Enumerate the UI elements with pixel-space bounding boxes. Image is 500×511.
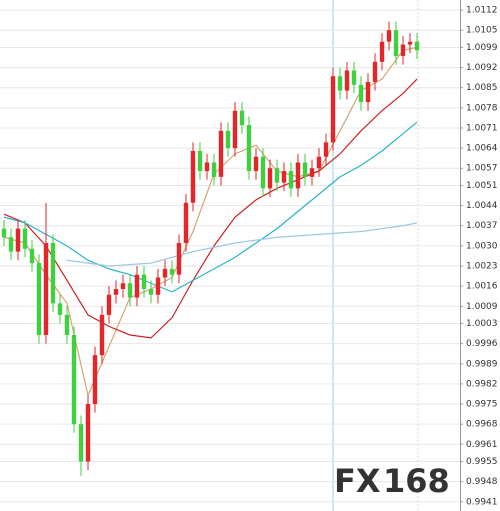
candle-body (288, 171, 294, 189)
candle-body (64, 314, 70, 336)
candle-body (1, 228, 7, 238)
y-tick-label: 0.9941 (466, 497, 498, 507)
candle-body (274, 168, 280, 183)
candle-body (386, 30, 392, 42)
candle-body (43, 242, 49, 336)
candle-body (267, 168, 273, 189)
y-tick-label: 1.0051 (466, 181, 498, 191)
candle-body (407, 41, 413, 45)
y-tick-label: 1.0092 (466, 63, 498, 73)
y-tick-label: 1.0064 (466, 144, 498, 154)
y-tick-label: 1.0030 (466, 241, 498, 251)
candle-body (169, 268, 175, 275)
candle-body (197, 150, 203, 172)
candle-body (309, 168, 315, 177)
candle-body (323, 142, 329, 157)
candle-body (351, 70, 357, 85)
moving-average (66, 222, 418, 267)
moving-average (3, 78, 418, 339)
candle-body (36, 263, 42, 336)
candle-body (78, 424, 84, 462)
y-tick-label: 1.0078 (466, 103, 498, 113)
y-tick-label: 1.0085 (466, 83, 498, 93)
y-tick-label: 1.0071 (466, 123, 498, 133)
y-tick-label: 1.0016 (466, 282, 498, 292)
candle-body (365, 81, 371, 103)
candle-body (302, 162, 308, 177)
y-tick-label: 0.9948 (466, 477, 498, 487)
y-tick-label: 1.0023 (466, 261, 498, 271)
candle-body (148, 289, 154, 295)
candle-body (414, 41, 420, 51)
y-tick-label: 0.9975 (466, 400, 498, 410)
candle-body (22, 228, 28, 249)
candle-body (92, 355, 98, 405)
candle-body (204, 162, 210, 172)
y-tick-label: 0.9982 (466, 379, 498, 389)
candle-body (253, 156, 259, 172)
candle-body (232, 110, 238, 149)
candle-body (218, 130, 224, 177)
y-tick-label: 0.9968 (466, 420, 498, 430)
candle-body (134, 274, 140, 298)
candle-body (330, 76, 336, 143)
candle-body (8, 237, 14, 252)
y-tick-label: 1.0044 (466, 201, 498, 211)
candle-body (176, 242, 182, 275)
y-tick-label: 0.9989 (466, 359, 498, 369)
candle-body (337, 76, 343, 91)
candle-body (50, 242, 56, 304)
candle-body (85, 404, 91, 462)
candle-body (99, 314, 105, 356)
candle-body (358, 84, 364, 103)
candle-body (162, 268, 168, 278)
candle-body (113, 289, 119, 295)
candle-body (225, 130, 231, 149)
candle-body (71, 335, 77, 425)
candle-body (246, 125, 252, 172)
candle-body (120, 283, 126, 290)
candle-body (211, 162, 217, 177)
candle-body (295, 162, 301, 189)
y-tick-label: 1.0112 (466, 6, 498, 16)
candle-body (15, 228, 21, 252)
candle-body (344, 70, 350, 91)
candle-body (57, 303, 63, 315)
candle-body (379, 41, 385, 62)
candle-body (183, 202, 189, 243)
candle-body (190, 150, 196, 203)
watermark: 168 (383, 462, 450, 500)
y-tick-label: 1.0037 (466, 221, 498, 231)
candle-body (316, 156, 322, 169)
y-tick-label: 1.0003 (466, 319, 498, 329)
watermark: FX (334, 462, 381, 500)
candle-body (127, 283, 133, 298)
candle-body (106, 294, 112, 315)
candle-body (372, 61, 378, 82)
candle-body (281, 171, 287, 183)
candle-body (141, 274, 147, 290)
candle-body (29, 248, 35, 264)
candle-body (400, 44, 406, 57)
moving-average (3, 121, 418, 293)
candle-body (239, 110, 245, 126)
y-tick-label: 1.0057 (466, 164, 498, 174)
y-tick-label: 0.9996 (466, 339, 498, 349)
candle-body (260, 156, 266, 189)
y-tick-label: 0.9955 (466, 457, 498, 467)
y-tick-label: 0.9961 (466, 440, 498, 450)
y-tick-label: 1.0099 (466, 43, 498, 53)
candle-body (393, 30, 399, 57)
y-tick-label: 1.0009 (466, 302, 498, 312)
candle-body (155, 277, 161, 295)
y-tick-label: 1.0105 (466, 26, 498, 36)
